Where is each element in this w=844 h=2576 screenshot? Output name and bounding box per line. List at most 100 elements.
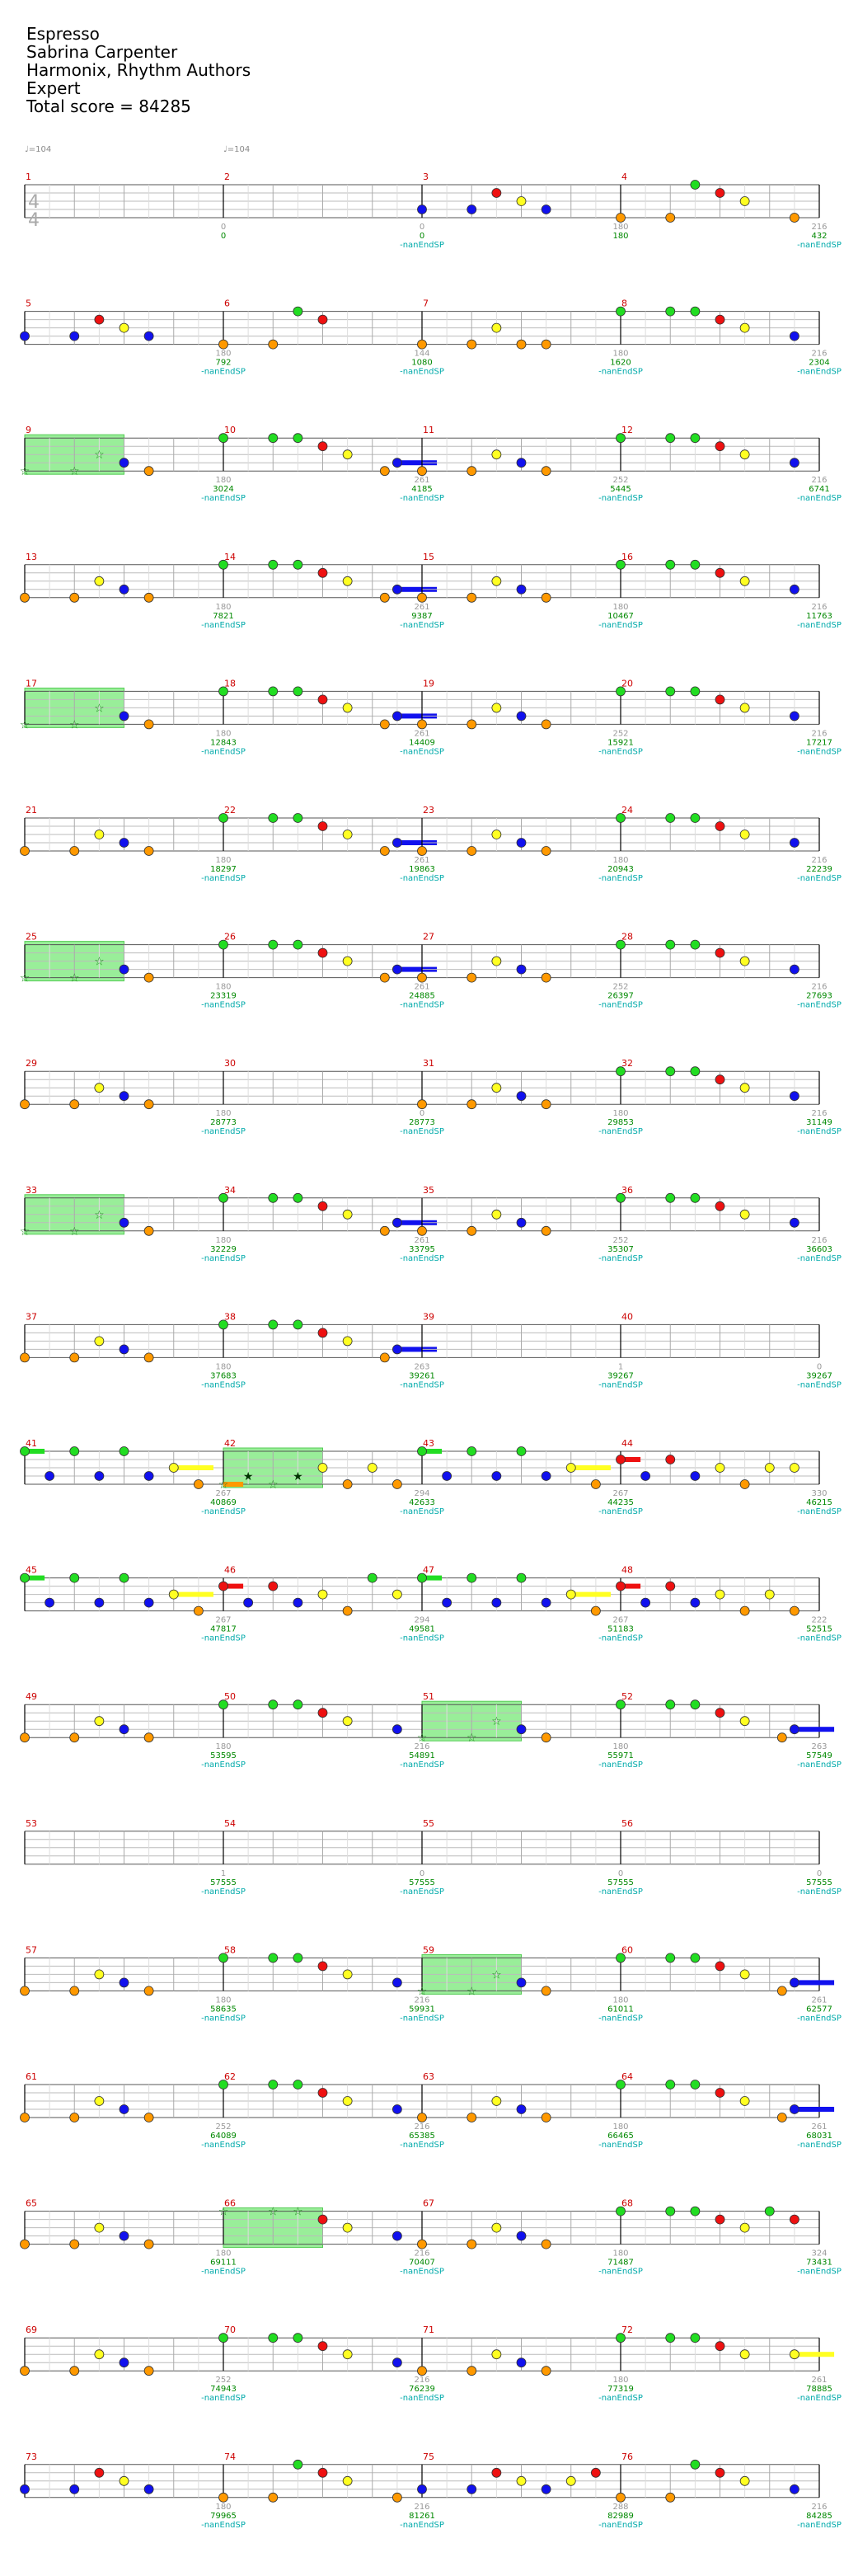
sp-label: -nanEndSP	[400, 1380, 444, 1389]
note-G	[665, 813, 676, 823]
note-B	[392, 1977, 402, 1988]
note-B	[293, 1597, 303, 1608]
sp-label: -nanEndSP	[598, 1380, 643, 1389]
streak-value: 267	[612, 1489, 628, 1498]
sp-label: -nanEndSP	[797, 1507, 842, 1516]
note-G	[616, 2333, 626, 2343]
note-O	[541, 719, 551, 730]
star-note: ☆	[20, 1225, 30, 1239]
note-B	[94, 1597, 105, 1608]
note-O	[467, 592, 477, 603]
score-value: 78885	[806, 2385, 832, 2394]
note-B	[119, 964, 129, 975]
note-Y	[491, 956, 502, 966]
streak-value: 180	[215, 1995, 231, 2005]
sp-label: -nanEndSP	[201, 1887, 246, 1897]
sp-label: -nanEndSP	[797, 1887, 842, 1897]
note-G	[616, 559, 626, 570]
score-value: 2304	[809, 359, 829, 368]
note-Y	[739, 1716, 750, 1727]
score-value: 46215	[806, 1498, 832, 1507]
streak-value: 267	[215, 1616, 231, 1625]
score-value: 42633	[409, 1498, 435, 1507]
score-value: 24885	[409, 992, 435, 1001]
note-G	[616, 1066, 626, 1077]
note-O	[541, 1225, 551, 1236]
note-R	[317, 1708, 328, 1718]
note-B	[491, 1597, 502, 1608]
measure-number: 5	[26, 298, 31, 309]
note-Y	[739, 2475, 750, 2486]
streak-value: 0	[618, 1869, 623, 1878]
note-G	[218, 939, 228, 950]
note-G	[268, 2333, 279, 2343]
note-O	[417, 1225, 427, 1236]
sustain-bar	[396, 966, 438, 972]
note-Y	[491, 703, 502, 713]
note-G	[467, 1572, 477, 1583]
note-O	[417, 466, 427, 477]
score-value: 12843	[210, 738, 237, 747]
sp-label: -nanEndSP	[400, 1127, 444, 1136]
sp-label: -nanEndSP	[201, 494, 246, 503]
score-value: 81261	[409, 2512, 435, 2521]
measure-number: 30	[224, 1058, 236, 1069]
note-B	[119, 584, 129, 595]
streak-value: 180	[612, 350, 628, 359]
note-O	[789, 213, 799, 223]
measure-number: 3	[423, 172, 429, 182]
note-O	[516, 339, 527, 350]
note-R	[715, 1074, 725, 1085]
measure-number: 56	[621, 1818, 633, 1829]
streak-value: 0	[420, 1109, 424, 1118]
sp-label: -nanEndSP	[598, 1001, 643, 1010]
note-R	[317, 947, 328, 958]
star-note: ☆	[94, 1209, 105, 1222]
score-value: 51183	[607, 1625, 634, 1634]
note-G	[690, 180, 701, 190]
score-value: 792	[215, 359, 231, 368]
sp-label: -nanEndSP	[201, 368, 246, 377]
streak-value: 252	[215, 2122, 231, 2132]
sp-label: -nanEndSP	[797, 2268, 842, 2277]
note-O	[590, 1479, 601, 1489]
score-value: 71487	[607, 2259, 634, 2268]
note-G	[665, 306, 676, 317]
note-G	[665, 1953, 676, 1963]
note-Y	[342, 2475, 353, 2486]
note-R	[616, 1581, 626, 1591]
measure-number: 72	[621, 2325, 633, 2335]
streak-value: 216	[811, 856, 827, 865]
score-value: 57555	[409, 1878, 435, 1887]
note-G	[665, 1699, 676, 1710]
note-R	[665, 1581, 676, 1591]
note-B	[690, 1471, 701, 1481]
measure-number: 41	[26, 1438, 37, 1449]
star-note: ☆	[491, 1715, 502, 1728]
star-note: ☆	[69, 972, 80, 985]
measure-number: 51	[423, 1691, 434, 1702]
note-G	[690, 1953, 701, 1963]
streak-value: 222	[811, 1616, 827, 1625]
note-B	[789, 584, 799, 595]
sp-label: -nanEndSP	[598, 1887, 643, 1897]
note-O	[467, 339, 477, 350]
sp-label: -nanEndSP	[797, 368, 842, 377]
note-R	[715, 1708, 725, 1718]
note-O	[541, 466, 551, 477]
sp-label: -nanEndSP	[598, 2141, 643, 2150]
note-G	[616, 2080, 626, 2089]
note-B	[20, 2484, 30, 2494]
note-R	[317, 1328, 328, 1338]
